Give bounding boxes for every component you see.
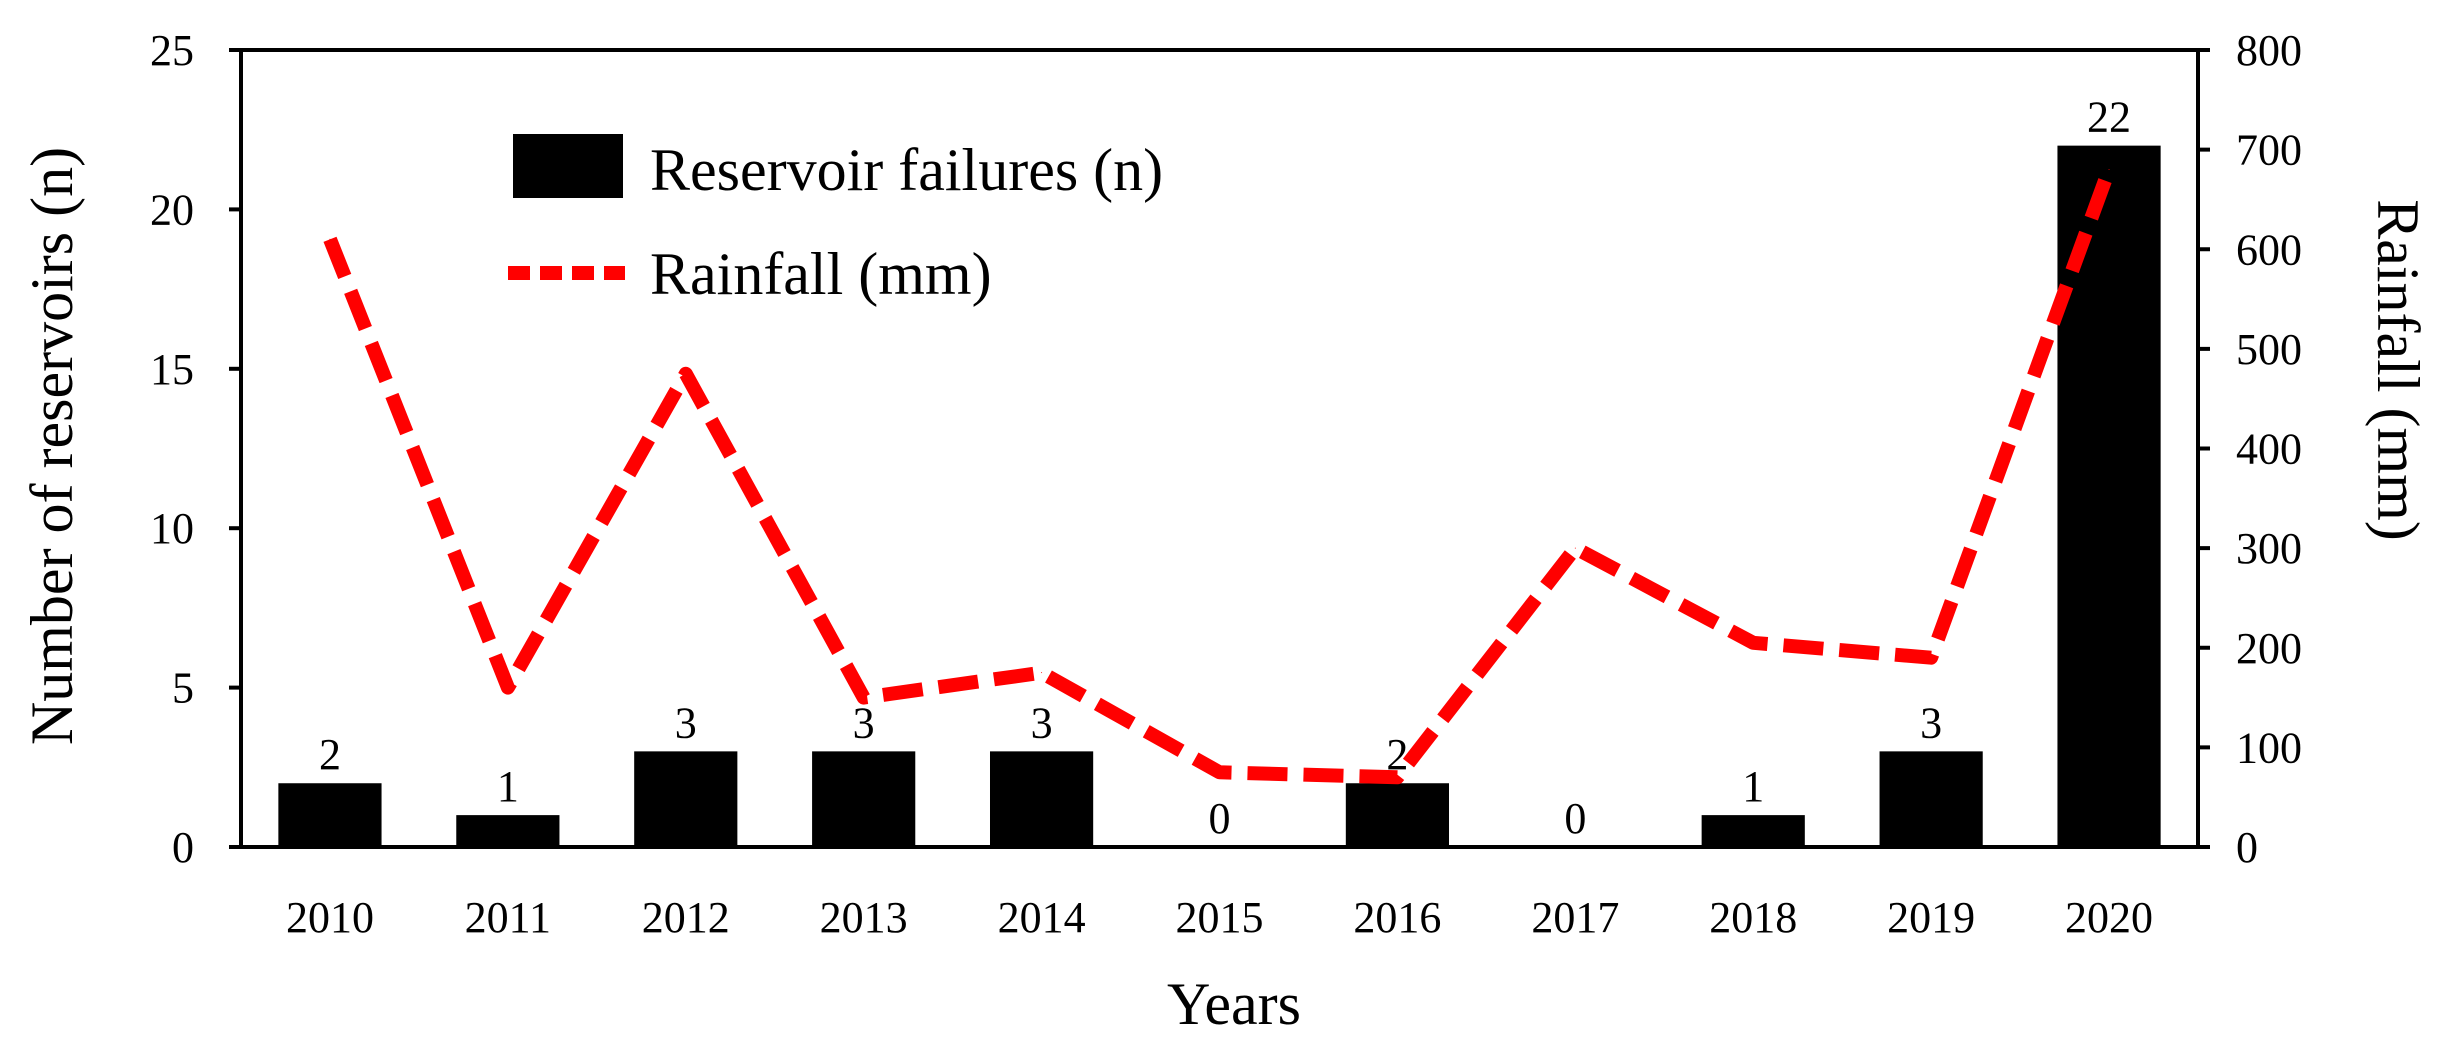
bar-2010 [278, 783, 382, 847]
rainfall-point-2017 [1574, 547, 1576, 549]
x-tick-2010: 2010 [286, 893, 374, 942]
bar-2011 [456, 815, 560, 847]
right-axis-title: Rainfall (mm) [2365, 199, 2431, 541]
bar-2012 [634, 751, 738, 847]
bar-value-labels: 2 1 3 3 3 0 2 0 1 3 22 [319, 93, 2131, 843]
left-tick-0: 0 [172, 823, 194, 872]
right-tick-300: 300 [2236, 524, 2302, 573]
rainfall-point-2014 [1041, 672, 1043, 674]
x-tick-2014: 2014 [998, 893, 1086, 942]
rainfall-point-2020 [2108, 169, 2110, 171]
left-tick-20: 20 [150, 185, 194, 234]
rainfall-point-2015 [1219, 771, 1220, 773]
x-tick-2012: 2012 [642, 893, 730, 942]
x-tick-2019: 2019 [1887, 893, 1975, 942]
bar-2018 [1701, 815, 1805, 847]
rainfall-point-2016 [1396, 776, 1398, 778]
x-tick-2011: 2011 [465, 893, 551, 942]
bar-2014 [989, 751, 1094, 847]
rainfall-point-2013 [863, 697, 865, 699]
bar-label-2012: 3 [675, 698, 697, 747]
bar-label-2011: 1 [497, 762, 519, 811]
x-tick-2016: 2016 [1353, 893, 1441, 942]
right-tick-700: 700 [2236, 126, 2302, 175]
bar-label-2010: 2 [319, 730, 341, 779]
legend-label-reservoir-failures: Reservoir failures (n) [650, 137, 1163, 203]
bar-2013 [812, 751, 916, 847]
bar-2016 [1345, 783, 1450, 847]
bar-series [278, 145, 2161, 847]
x-tick-2013: 2013 [820, 893, 908, 942]
right-tick-500: 500 [2236, 325, 2302, 374]
legend: Reservoir failures (n) Rainfall (mm) [508, 134, 1163, 307]
left-axis-title: Number of reservoirs (n) [19, 147, 85, 745]
left-tick-25: 25 [150, 26, 194, 75]
right-tick-400: 400 [2236, 425, 2302, 474]
right-tick-0: 0 [2236, 823, 2258, 872]
line-series [323, 167, 2116, 785]
right-tick-600: 600 [2236, 225, 2302, 274]
right-tick-800: 800 [2236, 26, 2302, 75]
legend-swatch-bar [513, 134, 623, 198]
x-axis-title: Years [1167, 971, 1301, 1037]
rainfall-point-2010 [329, 238, 331, 240]
bar-label-2017: 0 [1564, 794, 1586, 843]
bar-label-2020: 22 [2087, 93, 2131, 142]
left-tick-5: 5 [172, 664, 194, 713]
bar-label-2019: 3 [1920, 698, 1942, 747]
right-axis-ticks: 0 100 200 300 400 500 600 700 800 [2198, 26, 2302, 872]
left-tick-10: 10 [150, 504, 194, 553]
bar-2019 [1879, 751, 1983, 847]
right-tick-100: 100 [2236, 723, 2302, 772]
bar-label-2016: 2 [1386, 730, 1408, 779]
bar-label-2013: 3 [853, 698, 875, 747]
bar-label-2014: 3 [1031, 698, 1053, 747]
x-tick-2017: 2017 [1531, 893, 1619, 942]
left-tick-15: 15 [150, 345, 194, 394]
bar-label-2018: 1 [1742, 762, 1764, 811]
x-tick-2015: 2015 [1176, 893, 1264, 942]
rainfall-point-2019 [1930, 657, 1932, 659]
rainfall-point-2012 [685, 373, 687, 375]
right-tick-200: 200 [2236, 624, 2302, 673]
x-axis-ticks: 2010 2011 2012 2013 2014 2015 2016 2017 2018 2019… [286, 893, 2153, 942]
bar-label-2015: 0 [1209, 794, 1231, 843]
rainfall-point-2018 [1752, 642, 1754, 644]
left-axis-ticks: 0 5 10 15 20 25 [150, 26, 241, 872]
legend-label-rainfall: Rainfall (mm) [650, 241, 992, 307]
x-tick-2018: 2018 [1709, 893, 1797, 942]
x-tick-2020: 2020 [2065, 893, 2153, 942]
rainfall-point-2011 [507, 687, 509, 689]
